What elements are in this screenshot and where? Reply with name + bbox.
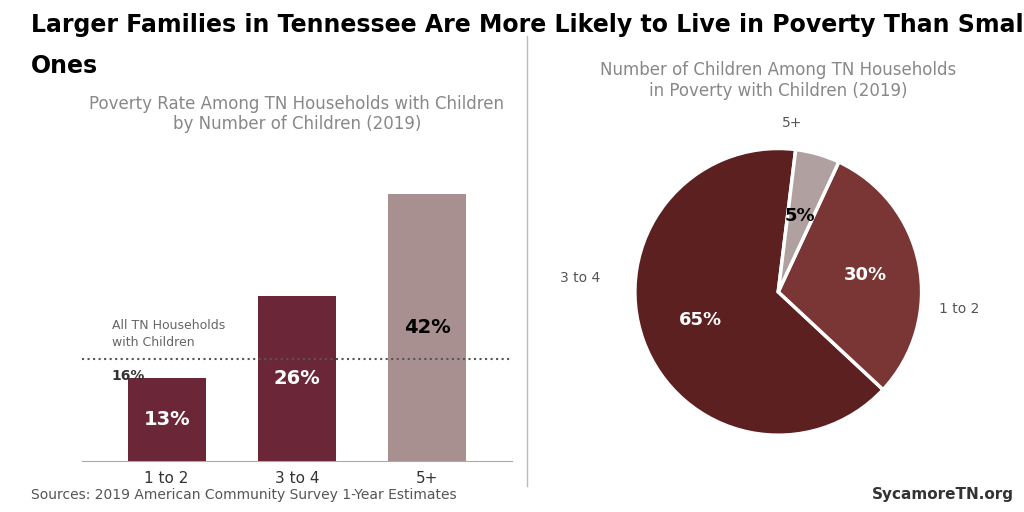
Text: 5%: 5% — [784, 207, 815, 225]
Text: Ones: Ones — [31, 54, 98, 78]
Title: Poverty Rate Among TN Households with Children
by Number of Children (2019): Poverty Rate Among TN Households with Ch… — [89, 95, 505, 134]
Bar — [388, 194, 466, 461]
Bar — [258, 296, 336, 461]
Text: 3 to 4: 3 to 4 — [560, 270, 601, 285]
Wedge shape — [778, 162, 922, 390]
Wedge shape — [778, 150, 839, 292]
Text: 42%: 42% — [403, 318, 451, 337]
Text: 13%: 13% — [143, 410, 189, 429]
Text: 5+: 5+ — [782, 116, 803, 130]
Text: 30%: 30% — [844, 266, 887, 284]
Bar — [128, 378, 206, 461]
Text: 1 to 2: 1 to 2 — [939, 302, 979, 316]
Text: Sources: 2019 American Community Survey 1-Year Estimates: Sources: 2019 American Community Survey … — [31, 488, 457, 502]
Text: 26%: 26% — [273, 369, 321, 388]
Text: All TN Households
with Children: All TN Households with Children — [112, 319, 225, 349]
Text: SycamoreTN.org: SycamoreTN.org — [871, 487, 1014, 502]
Text: 65%: 65% — [679, 311, 722, 329]
Wedge shape — [635, 148, 883, 435]
Title: Number of Children Among TN Households
in Poverty with Children (2019): Number of Children Among TN Households i… — [600, 61, 956, 100]
Text: Larger Families in Tennessee Are More Likely to Live in Poverty Than Smaller: Larger Families in Tennessee Are More Li… — [31, 13, 1024, 37]
Text: 16%: 16% — [112, 369, 145, 383]
